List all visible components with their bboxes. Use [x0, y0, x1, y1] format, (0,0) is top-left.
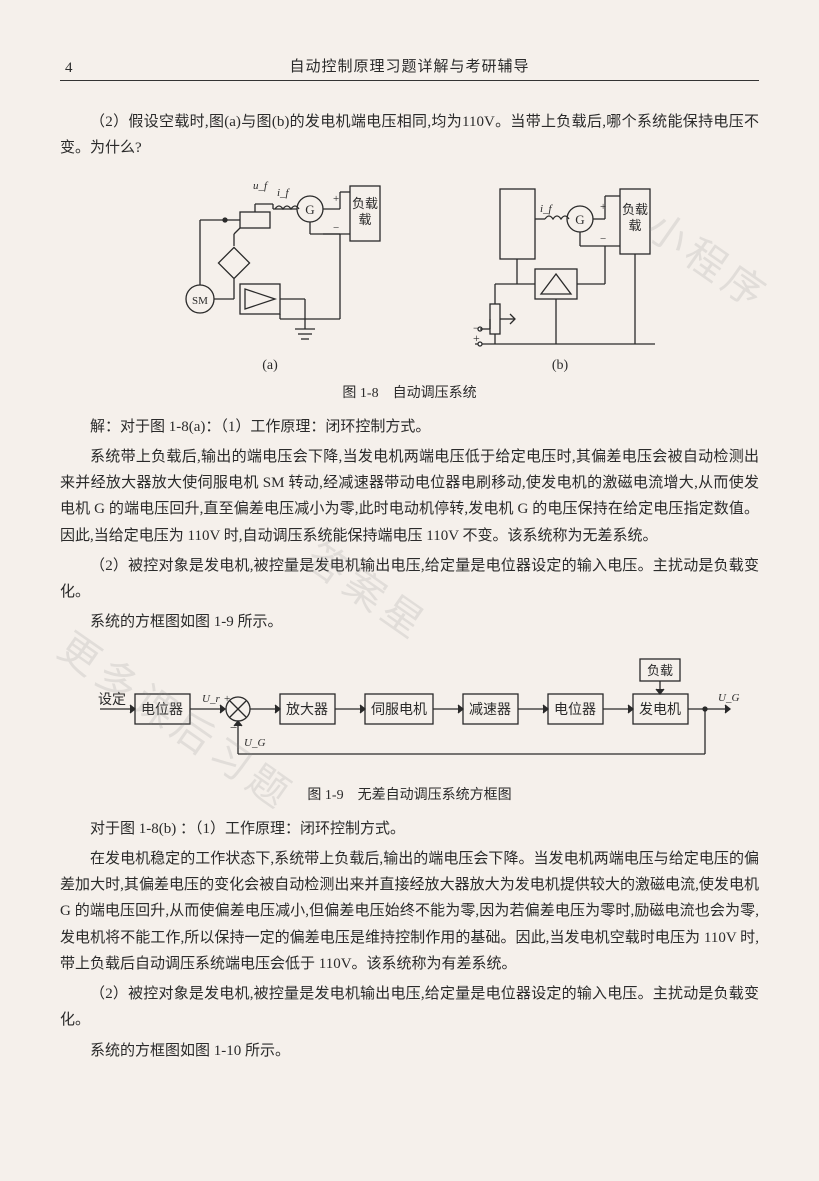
svg-text:G: G — [575, 212, 584, 227]
svg-text:放大器: 放大器 — [286, 702, 328, 718]
generator-label: G — [305, 202, 314, 217]
figure-1-9-caption: 图 1-9 无差自动调压系统方框图 — [60, 784, 759, 804]
input-label: 设定 — [98, 692, 126, 708]
svg-text:负载: 负载 — [351, 196, 377, 211]
paragraph-5: 系统的方框图如图 1-9 所示。 — [60, 609, 759, 635]
paragraph-6: 对于图 1-8(b) ：（1）工作原理：闭环控制方式。 — [60, 816, 759, 842]
svg-text:+: + — [600, 201, 606, 213]
circuit-diagram-b: G i_f 负载 载 + − + — [445, 174, 675, 374]
svg-text:电位器: 电位器 — [141, 702, 183, 718]
svg-text:负载: 负载 — [621, 202, 647, 217]
svg-text:载: 载 — [628, 218, 641, 233]
paragraph-9: 系统的方框图如图 1-10 所示。 — [60, 1038, 759, 1064]
sm-label: SM — [192, 295, 208, 307]
figure-1-8: G i_f u_f 负载 载 + − SM — [60, 174, 759, 374]
svg-text:减速器: 减速器 — [469, 702, 511, 718]
subfig-a-label: (a) — [262, 358, 278, 373]
paragraph-4: （2）被控对象是发电机,被控量是发电机输出电压,给定量是电位器设定的输入电压。主… — [60, 553, 759, 606]
page-header: 自动控制原理习题详解与考研辅导 — [60, 55, 759, 76]
figure-1-8-caption: 图 1-8 自动调压系统 — [60, 382, 759, 402]
svg-text:伺服电机: 伺服电机 — [371, 702, 427, 718]
paragraph-7: 在发电机稳定的工作状态下,系统带上负载后,输出的端电压会下降。当发电机两端电压与… — [60, 846, 759, 977]
svg-text:电位器: 电位器 — [554, 702, 596, 718]
paragraph-3: 系统带上负载后,输出的端电压会下降,当发电机两端电压低于给定电压时,其偏差电压会… — [60, 444, 759, 549]
paragraph-q2: （2）假设空载时,图(a)与图(b)的发电机端电压相同,均为110V。当带上负载… — [60, 109, 759, 162]
svg-text:载: 载 — [358, 212, 371, 227]
svg-text:−: − — [600, 233, 606, 245]
svg-text:+: + — [333, 193, 339, 205]
svg-text:+: + — [224, 693, 230, 705]
svg-text:U_G: U_G — [718, 692, 739, 704]
svg-text:U_r: U_r — [202, 693, 220, 705]
svg-text:−: − — [333, 222, 339, 234]
paragraph-8: （2）被控对象是发电机,被控量是发电机输出电压,给定量是电位器设定的输入电压。主… — [60, 981, 759, 1034]
subfig-b-label: (b) — [551, 358, 568, 373]
header-rule — [60, 80, 759, 81]
page-number: 4 — [65, 60, 73, 77]
if-label: i_f — [277, 187, 291, 199]
disturbance-label: 负载 — [646, 663, 672, 678]
svg-text:U_G: U_G — [244, 737, 265, 749]
figure-1-9: 设定 电位器 U_r + − 放大器 伺服电机 减速器 — [60, 654, 759, 774]
svg-text:发电机: 发电机 — [639, 702, 681, 718]
solution-intro: 解：对于图 1-8(a)：（1）工作原理：闭环控制方式。 — [60, 414, 759, 440]
uf-label: u_f — [253, 180, 269, 192]
circuit-diagram-a: G i_f u_f 负载 载 + − SM — [145, 174, 395, 374]
svg-text:i_f: i_f — [540, 203, 554, 215]
